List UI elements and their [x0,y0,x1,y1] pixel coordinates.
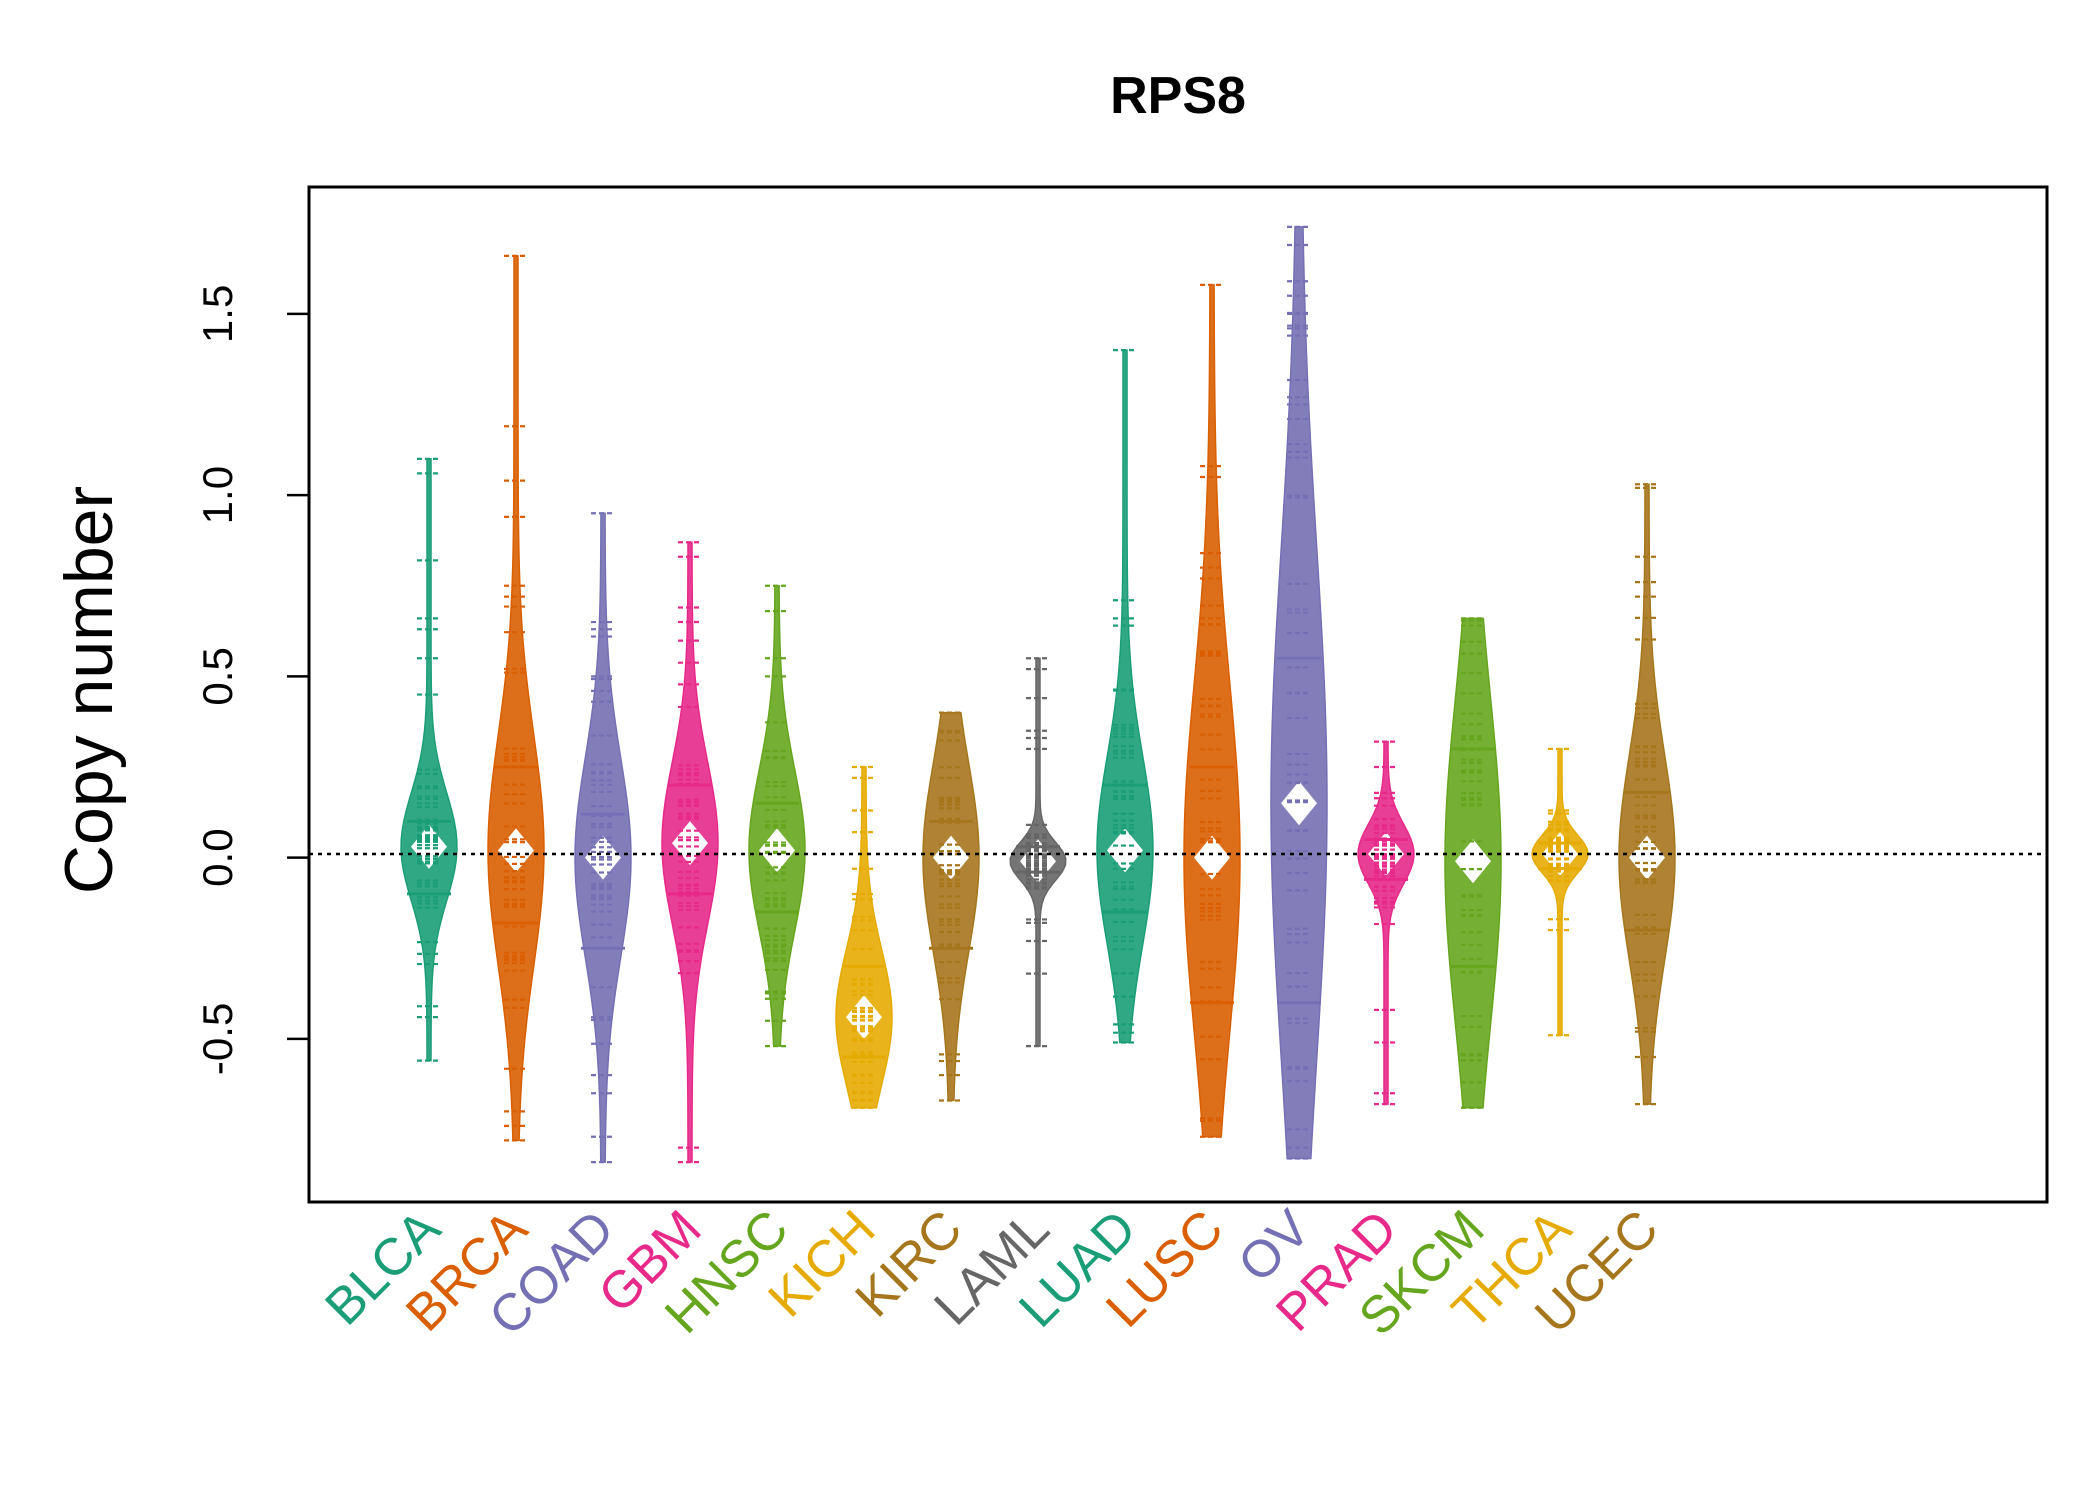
bean-shape [1531,748,1589,1036]
y-tick-label: 0.0 [194,828,241,886]
bean-median-marker [1107,828,1143,873]
bean-shape [748,585,806,1047]
y-tick-label: 1.5 [194,285,241,343]
bean-median-marker [759,828,795,873]
bean-blca: BLCA [314,457,458,1337]
y-tick-label: 1.0 [194,466,241,524]
bean-shape [400,458,458,1062]
bean-shape [835,766,893,1109]
chart-title: RPS8 [1110,67,1246,125]
plot-frame [307,185,2049,1204]
bean-shape [487,255,545,1142]
y-axis-label: Copy number [51,486,127,894]
bean-median-marker [1455,839,1491,884]
bean-median-marker [933,835,969,880]
y-tick-label: 0.5 [194,647,241,705]
bean-shape [922,711,980,1102]
bean-ov: OV [1227,225,1328,1294]
y-tick-label: -0.5 [194,1003,241,1075]
bean-shape [1618,483,1676,1105]
bean-shape [1096,349,1154,1044]
beans-layer: BLCABRCACOADGBMHNSCKICHKIRCLAMLLUADLUSCO… [314,225,1676,1347]
bean-median-marker [1281,781,1317,826]
axes-layer: -0.5 0.0 0.5 1.0 1.5 [194,285,2047,1075]
bean-median-marker [1194,835,1230,880]
bean-shape [1183,284,1241,1138]
bean-shape [1357,740,1415,1105]
